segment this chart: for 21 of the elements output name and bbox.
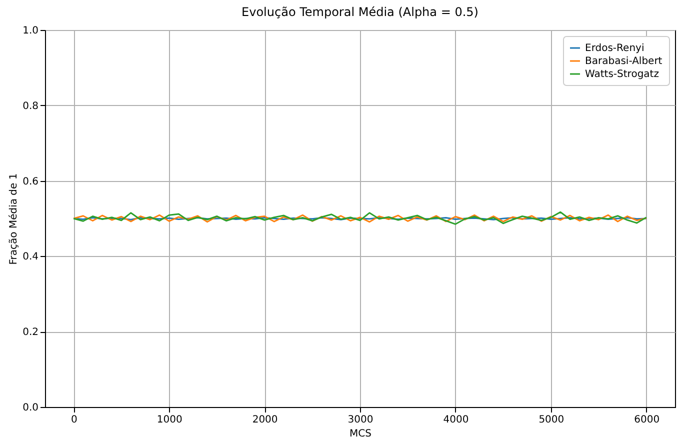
y-tick-label: 0.4 — [22, 252, 38, 263]
y-tick-label: 0.0 — [22, 402, 38, 414]
x-tick-label: 3000 — [348, 414, 374, 426]
x-tick-label: 0 — [70, 414, 78, 426]
y-tick-label: 0.8 — [22, 100, 38, 112]
x-tick-label: 6000 — [634, 414, 660, 426]
legend-label: Watts-Strogatz — [585, 69, 659, 80]
y-tick-label: 0.6 — [22, 176, 38, 188]
x-tick-label: 5000 — [538, 414, 564, 426]
y-tick-label: 0.2 — [22, 327, 38, 338]
x-tick-label: 1000 — [156, 414, 182, 426]
line-series — [72, 211, 648, 225]
x-axis-title: MCS — [350, 428, 372, 440]
legend-label: Erdos-Renyi — [585, 43, 644, 54]
chart-title: Evolução Temporal Média (Alpha = 0.5) — [242, 5, 478, 19]
legend-label: Barabasi-Albert — [585, 56, 662, 67]
y-tick-label: 1.0 — [22, 26, 38, 36]
line-series — [72, 214, 648, 223]
x-tick-label: 2000 — [252, 414, 278, 426]
y-axis-title: Fração Média de 1 — [8, 173, 20, 265]
x-tick-label: 4000 — [443, 414, 469, 426]
